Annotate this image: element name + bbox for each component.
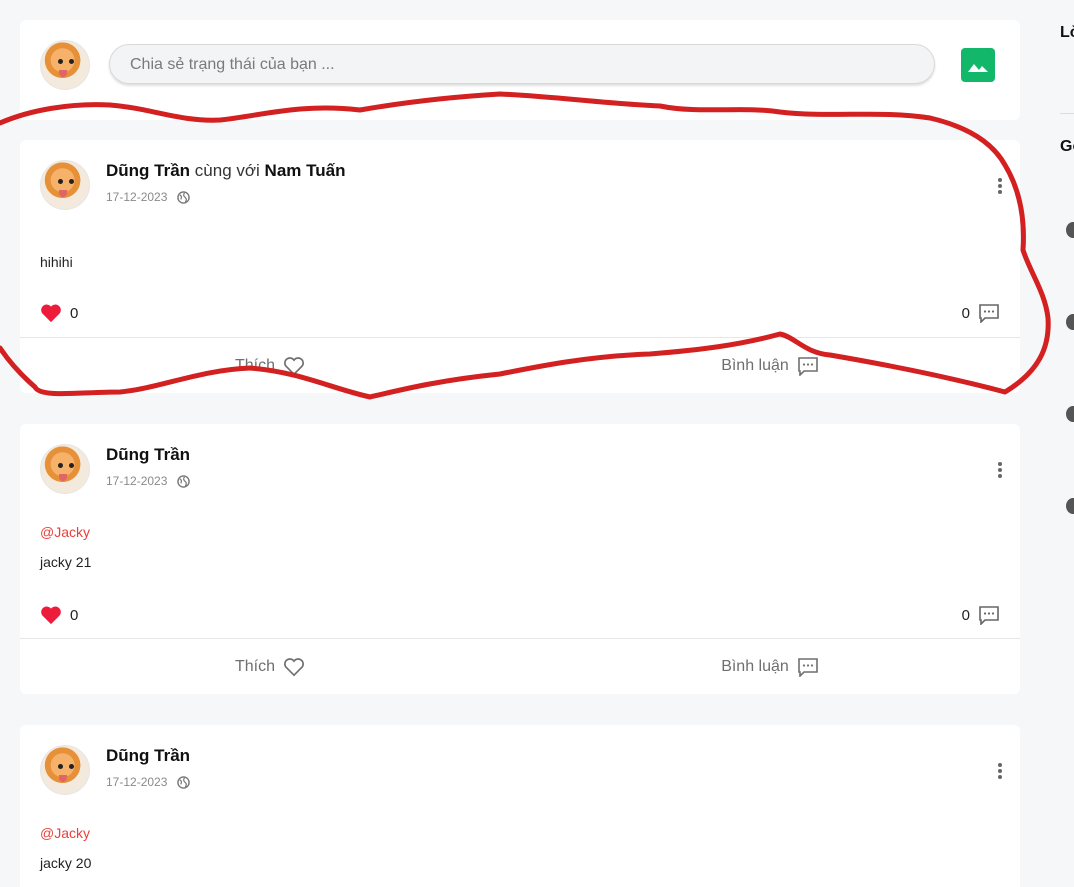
like-button[interactable]: Thích — [20, 639, 520, 694]
avatar-tongue — [59, 474, 67, 481]
status-composer: Chia sẻ trạng thái của bạn ... — [20, 20, 1020, 120]
image-icon — [968, 64, 988, 72]
like-count-group[interactable]: 0 — [40, 605, 78, 625]
avatar-eye — [69, 764, 74, 769]
post-stats: 0 0 — [40, 603, 1000, 627]
author-name[interactable]: Dũng Trần — [106, 746, 191, 765]
globe-icon — [177, 190, 191, 204]
comment-count-group[interactable]: 0 — [962, 303, 1000, 323]
globe-icon — [177, 474, 191, 488]
like-label: Thích — [234, 658, 275, 675]
avatar-eye — [58, 59, 63, 64]
avatar-eye — [69, 59, 74, 64]
post-actions: Thích Bình luận — [20, 338, 1020, 393]
post-actions: Thích Bình luận — [20, 639, 1020, 694]
sidebar-avatar[interactable] — [1066, 222, 1074, 238]
comment-icon — [797, 357, 818, 376]
with-text: cùng với — [194, 161, 260, 180]
divider — [20, 638, 1020, 639]
mention-link[interactable]: @Jacky — [40, 825, 90, 841]
comment-button[interactable]: Bình luận — [520, 338, 1020, 393]
comment-label: Bình luận — [721, 357, 789, 374]
sidebar-divider — [1060, 113, 1074, 114]
author-line: Dũng Trần cùng với Nam Tuấn — [106, 161, 345, 181]
comment-label: Bình luận — [721, 658, 789, 675]
like-count-group[interactable]: 0 — [40, 303, 78, 323]
post-meta: 17-12-2023 — [106, 775, 191, 789]
heart-outline-icon — [284, 357, 304, 376]
post-content: hihihi — [40, 254, 73, 270]
sidebar-heading: Gợ — [1060, 138, 1074, 155]
author-name[interactable]: Dũng Trần — [106, 445, 191, 464]
avatar-tongue — [59, 190, 67, 197]
avatar-tongue — [59, 70, 67, 77]
sidebar-avatar[interactable] — [1066, 314, 1074, 330]
post-card: Dũng Trần 17-12-2023 @Jacky jacky 21 0 0… — [20, 424, 1020, 694]
tagged-user[interactable]: Nam Tuấn — [264, 161, 346, 180]
status-input[interactable]: Chia sẻ trạng thái của bạn ... — [109, 44, 935, 84]
post-date: 17-12-2023 — [106, 190, 168, 204]
comment-icon — [979, 304, 999, 323]
post-card: Dũng Trần cùng với Nam Tuấn 17-12-2023 h… — [20, 140, 1020, 393]
globe-icon — [177, 775, 191, 789]
like-count: 0 — [70, 304, 79, 322]
post-content: jacky 20 — [40, 855, 92, 871]
like-label: Thích — [234, 357, 275, 374]
heart-filled-icon — [41, 606, 61, 625]
avatar-eye — [69, 463, 74, 468]
comment-icon — [979, 606, 999, 625]
comment-count-group[interactable]: 0 — [962, 605, 1000, 625]
author-line: Dũng Trần — [106, 445, 190, 465]
author-avatar[interactable] — [40, 745, 90, 795]
heart-outline-icon — [284, 658, 304, 677]
avatar-eye — [58, 463, 63, 468]
more-vertical-icon[interactable] — [996, 460, 1004, 480]
heart-filled-icon — [41, 304, 61, 323]
add-image-button[interactable] — [961, 48, 995, 82]
avatar-eye — [58, 764, 63, 769]
author-line: Dũng Trần — [106, 746, 190, 766]
post-date: 17-12-2023 — [106, 775, 168, 789]
author-avatar[interactable] — [40, 444, 90, 494]
comment-button[interactable]: Bình luận — [520, 639, 1020, 694]
user-avatar[interactable] — [40, 40, 90, 90]
sidebar-avatar[interactable] — [1066, 498, 1074, 514]
avatar-tongue — [59, 775, 67, 782]
sidebar-avatar[interactable] — [1066, 406, 1074, 422]
post-date: 17-12-2023 — [106, 474, 168, 488]
author-avatar[interactable] — [40, 160, 90, 210]
post-card: Dũng Trần 17-12-2023 @Jacky jacky 20 — [20, 725, 1020, 887]
avatar-eye — [69, 179, 74, 184]
post-stats: 0 0 — [40, 301, 1000, 325]
avatar-eye — [58, 179, 63, 184]
sidebar-heading: Lờ — [1060, 24, 1074, 41]
like-count: 0 — [70, 606, 79, 624]
more-vertical-icon[interactable] — [996, 176, 1004, 196]
post-meta: 17-12-2023 — [106, 474, 191, 488]
comment-count: 0 — [961, 304, 970, 322]
mention-link[interactable]: @Jacky — [40, 524, 90, 540]
comment-icon — [797, 658, 818, 677]
author-name[interactable]: Dũng Trần — [106, 161, 191, 180]
like-button[interactable]: Thích — [20, 338, 520, 393]
post-meta: 17-12-2023 — [106, 190, 191, 204]
more-vertical-icon[interactable] — [996, 761, 1004, 781]
comment-count: 0 — [961, 606, 970, 624]
post-content: jacky 21 — [40, 554, 92, 570]
